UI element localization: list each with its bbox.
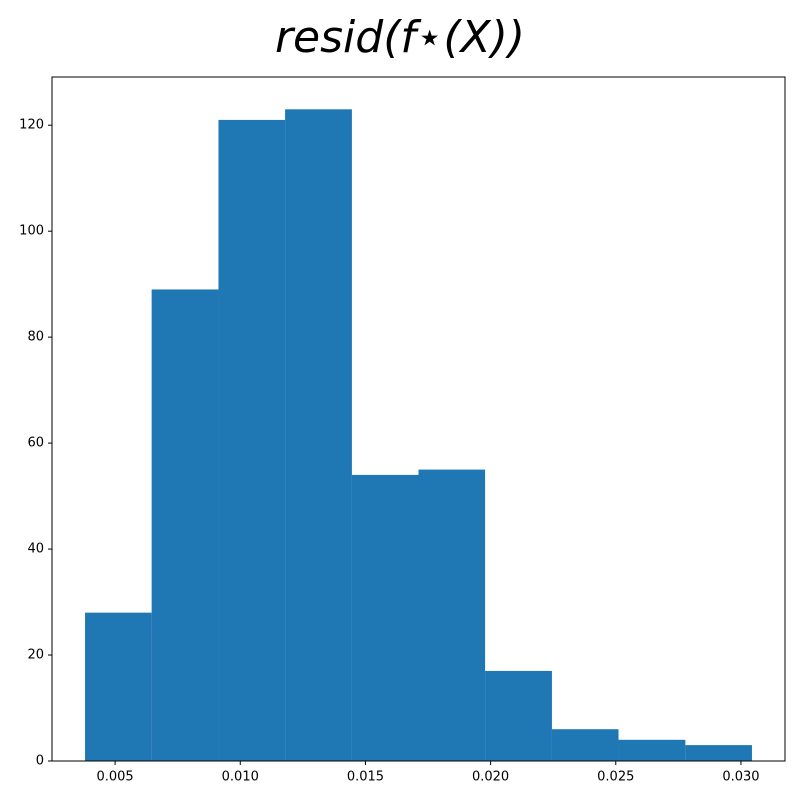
y-tick-label: 80 xyxy=(27,330,44,345)
bar xyxy=(418,469,486,761)
plot-frame xyxy=(51,76,786,762)
x-tick-label: 0.030 xyxy=(722,770,759,785)
bar xyxy=(85,612,152,761)
bar xyxy=(551,729,619,761)
x-tick-label: 0.020 xyxy=(472,770,509,785)
bar xyxy=(685,745,752,761)
x-tick-label: 0.010 xyxy=(222,770,259,785)
y-tick-label: 100 xyxy=(19,224,44,239)
y-tick-label: 60 xyxy=(27,436,44,451)
bar xyxy=(285,109,352,761)
bar xyxy=(151,289,219,761)
bar xyxy=(351,474,419,761)
y-tick-label: 120 xyxy=(19,118,44,133)
y-tick-label: 40 xyxy=(27,542,44,557)
bar xyxy=(618,739,686,761)
x-tick-label: 0.025 xyxy=(597,770,634,785)
y-tick-label: 20 xyxy=(27,648,44,663)
y-tick-label: 0 xyxy=(36,754,44,769)
x-tick-label: 0.005 xyxy=(96,770,133,785)
bar xyxy=(218,119,286,761)
x-tick-label: 0.015 xyxy=(347,770,384,785)
bar xyxy=(485,670,552,761)
chart-title: resid(f⋆(X)) xyxy=(275,12,525,63)
